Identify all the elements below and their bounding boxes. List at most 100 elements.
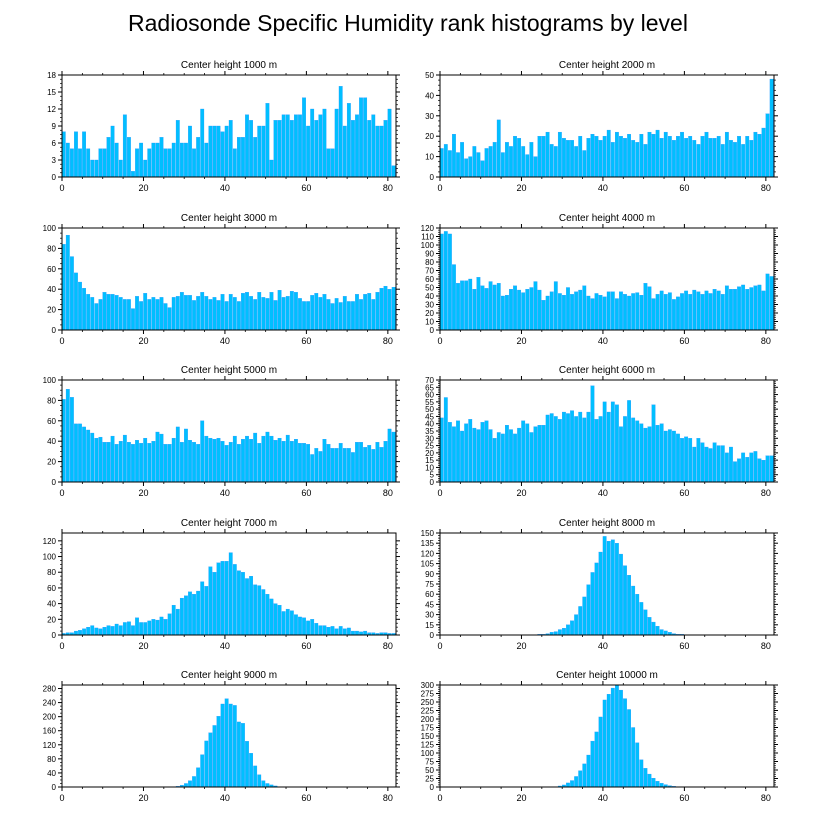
histogram-bar [590,134,595,178]
histogram-bar [342,628,347,636]
histogram-bar [322,625,327,636]
histogram-bar [179,292,184,331]
histogram-bar [615,543,619,636]
y-tick-label: 0 [52,173,57,182]
histogram-bar [277,605,282,636]
histogram-bar [70,148,74,178]
histogram-bar [606,411,611,483]
histogram-bar [277,437,282,483]
histogram-bar [147,148,152,178]
histogram-bar [310,454,315,483]
histogram-bar [139,443,144,483]
histogram-bar [236,444,241,483]
histogram-bar [741,452,746,483]
histogram-bar [82,628,86,636]
x-tick-label: 0 [59,641,64,651]
y-tick-label: 20 [425,132,434,141]
histogram-bar [228,442,233,483]
histogram-bar [110,294,115,331]
histogram-bar [82,426,86,483]
histogram-bar [318,625,323,636]
histogram-bar [663,630,668,636]
histogram-bar [232,705,237,788]
y-tick-label: 0 [430,173,435,182]
histogram-bar [472,427,477,483]
histogram-bar [249,576,253,636]
histogram-bar [351,452,355,483]
histogram-bar [196,296,201,331]
histogram-bar [639,423,644,483]
histogram-bar [557,293,562,331]
x-tick-label: 80 [383,488,393,498]
histogram-bar [570,140,574,178]
histogram-bar [163,303,168,331]
histogram-bar [663,294,668,331]
y-tick-label: 100 [43,224,57,233]
histogram-bar [289,441,294,483]
histogram-bar [269,292,274,331]
histogram-bar [338,86,343,178]
histogram-bar [749,452,754,483]
histogram-bar [212,572,217,636]
histogram-bar [443,231,448,331]
histogram-bar [127,137,131,178]
histogram-bar [151,142,156,178]
histogram-bar [517,138,522,178]
histogram-bar [232,564,237,636]
x-tick-label: 60 [301,336,311,346]
histogram-bar [627,709,631,788]
histogram-bar [70,397,74,483]
histogram-bar [74,630,78,636]
histogram-bar [676,296,680,331]
histogram-bar [566,287,570,331]
histogram-bar [643,144,648,178]
histogram-bar [712,138,717,178]
histogram-bar [90,432,95,483]
histogram-bar [184,783,188,788]
x-tick-label: 80 [761,183,771,193]
histogram-bar [355,630,359,636]
histogram-bar [375,292,380,331]
histogram-bar [175,426,180,483]
histogram-bar [631,293,636,331]
histogram-bar [61,244,66,331]
histogram-bar [196,137,201,178]
histogram-bar [302,443,306,483]
histogram-bar [114,444,119,483]
x-tick-label: 60 [679,183,689,193]
histogram-bar [716,290,721,331]
y-tick-label: 100 [43,553,57,562]
histogram-bar [314,293,319,331]
histogram-bar [379,125,384,178]
histogram-bar [541,136,546,178]
histogram-bar [570,620,574,636]
histogram-bar [529,142,534,178]
histogram-bar [98,628,103,636]
histogram-bar [598,140,603,178]
y-tick-label: 275 [421,690,435,699]
histogram-bar [265,594,270,636]
y-tick-label: 90 [425,250,434,259]
histogram-bar [655,781,660,788]
x-tick-label: 40 [220,183,230,193]
histogram-bar [635,594,640,636]
histogram-bar [615,298,619,331]
histogram-bar [139,622,144,636]
histogram-bar [179,142,184,178]
histogram-bar [281,441,286,483]
histogram-bar [566,140,570,178]
histogram-bar [753,131,758,178]
histogram-bar [232,148,237,178]
histogram-bar [216,125,221,178]
histogram-bar [574,416,579,483]
y-tick-label: 25 [425,442,434,451]
histogram-bar [334,628,339,636]
histogram-bar [513,433,517,483]
histogram-bar [676,433,680,483]
histogram-bar [447,422,452,483]
histogram-bar [537,136,542,178]
x-tick-label: 20 [516,336,526,346]
histogram-bar [443,397,448,483]
histogram-bar [192,300,196,331]
histogram-bar [277,120,282,178]
